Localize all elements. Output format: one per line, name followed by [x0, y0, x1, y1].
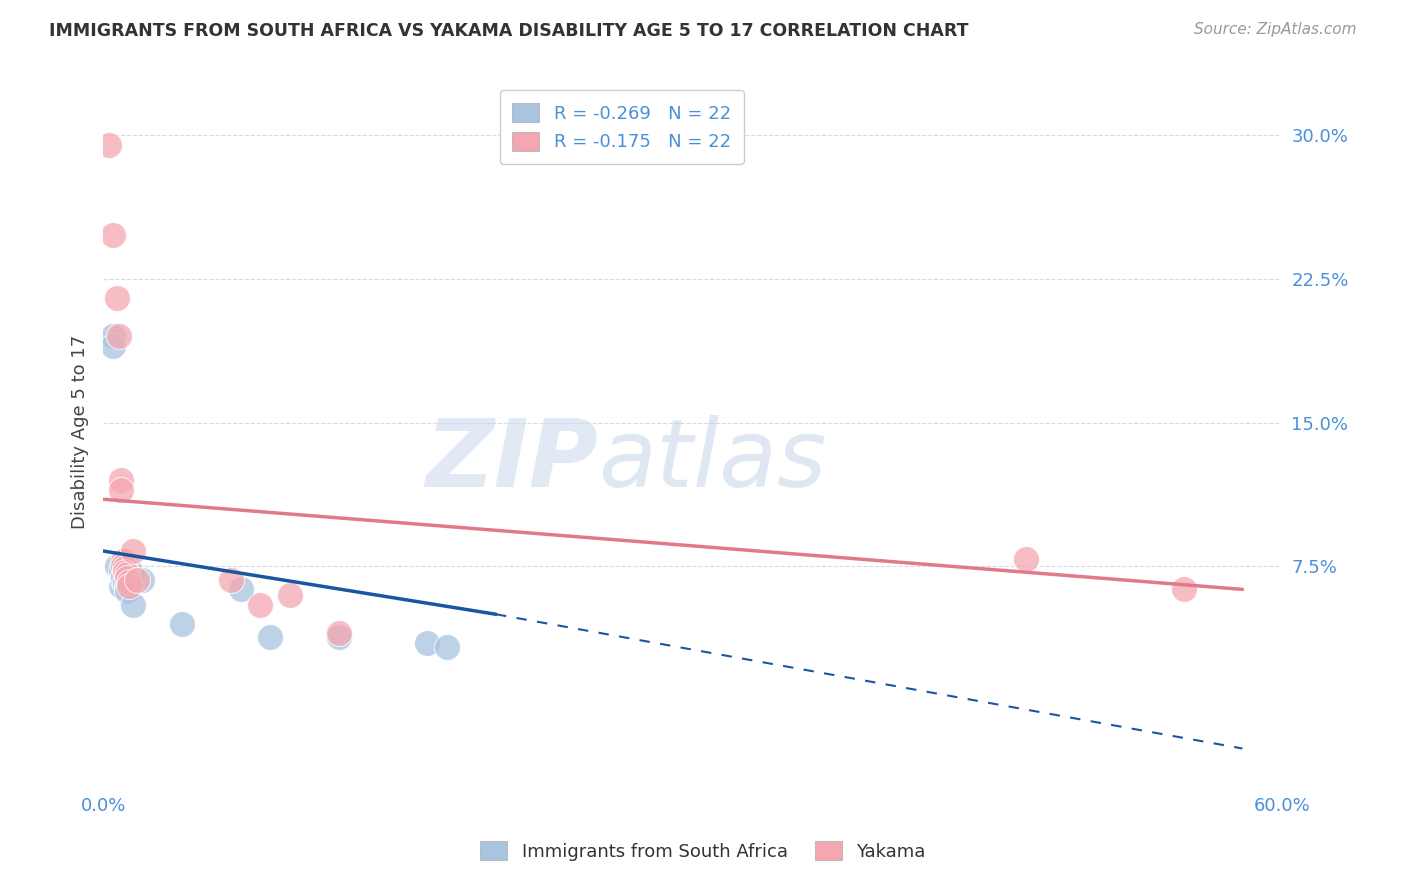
Point — [110, 483, 132, 497]
Point — [114, 565, 136, 579]
Point — [111, 553, 134, 567]
Point — [114, 563, 136, 577]
Point — [114, 561, 136, 575]
Legend: R = -0.269   N = 22, R = -0.175   N = 22: R = -0.269 N = 22, R = -0.175 N = 22 — [499, 90, 744, 164]
Point — [120, 565, 142, 579]
Text: ZIP: ZIP — [425, 415, 598, 507]
Point — [131, 573, 153, 587]
Point — [328, 626, 350, 640]
Point — [278, 588, 301, 602]
Point — [436, 640, 458, 654]
Point — [115, 567, 138, 582]
Point — [121, 598, 143, 612]
Text: IMMIGRANTS FROM SOUTH AFRICA VS YAKAMA DISABILITY AGE 5 TO 17 CORRELATION CHART: IMMIGRANTS FROM SOUTH AFRICA VS YAKAMA D… — [49, 22, 969, 40]
Point — [259, 630, 281, 644]
Point — [1173, 582, 1195, 597]
Text: atlas: atlas — [598, 415, 827, 506]
Point — [1015, 551, 1038, 566]
Point — [101, 339, 124, 353]
Point — [110, 473, 132, 487]
Point — [111, 569, 134, 583]
Point — [118, 574, 141, 589]
Point — [101, 329, 124, 343]
Point — [110, 578, 132, 592]
Point — [110, 563, 132, 577]
Point — [229, 582, 252, 597]
Point — [249, 598, 271, 612]
Legend: Immigrants from South Africa, Yakama: Immigrants from South Africa, Yakama — [471, 831, 935, 870]
Point — [170, 616, 193, 631]
Point — [111, 573, 134, 587]
Point — [114, 553, 136, 567]
Point — [98, 137, 121, 152]
Point — [115, 571, 138, 585]
Point — [121, 544, 143, 558]
Point — [115, 584, 138, 599]
Point — [105, 291, 128, 305]
Point — [416, 636, 439, 650]
Text: Source: ZipAtlas.com: Source: ZipAtlas.com — [1194, 22, 1357, 37]
Point — [118, 578, 141, 592]
Point — [114, 574, 136, 589]
Point — [105, 559, 128, 574]
Point — [219, 573, 242, 587]
Point — [111, 559, 134, 574]
Point — [108, 329, 131, 343]
Point — [101, 227, 124, 242]
Point — [328, 630, 350, 644]
Y-axis label: Disability Age 5 to 17: Disability Age 5 to 17 — [72, 335, 89, 529]
Point — [118, 565, 141, 579]
Point — [125, 573, 148, 587]
Point — [115, 581, 138, 595]
